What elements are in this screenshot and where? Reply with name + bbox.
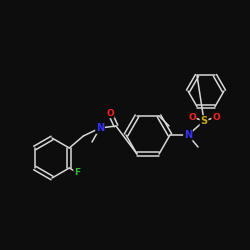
- Text: O: O: [212, 112, 220, 122]
- Text: F: F: [74, 168, 80, 177]
- Text: N: N: [184, 130, 192, 140]
- Text: O: O: [188, 112, 196, 122]
- Text: O: O: [106, 108, 114, 118]
- Text: N: N: [96, 123, 104, 133]
- Text: S: S: [200, 116, 207, 126]
